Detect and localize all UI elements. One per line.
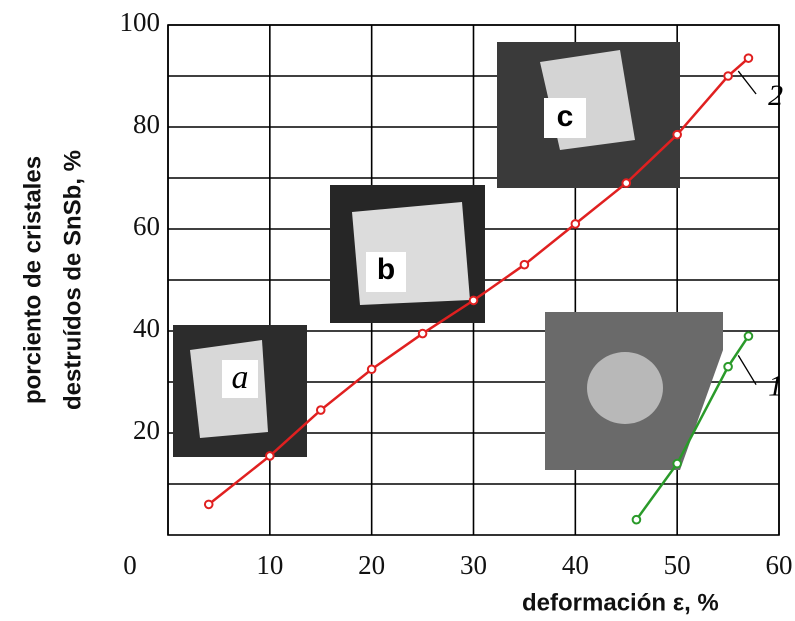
data-point	[724, 363, 732, 371]
data-point	[673, 460, 681, 468]
curve-label: 2	[768, 79, 783, 112]
photo-c	[497, 42, 680, 188]
data-point	[470, 297, 478, 305]
x-tick-label: 10	[256, 550, 283, 580]
photo-label: a	[232, 359, 249, 396]
y-tick-label: 20	[133, 415, 160, 445]
y-axis-label: destruídos de SnSb, %	[59, 150, 86, 410]
photo-label: b	[377, 253, 395, 286]
y-tick-label: 80	[133, 109, 160, 139]
data-point	[572, 220, 580, 228]
y-tick-label: 60	[133, 211, 160, 241]
data-point	[745, 332, 753, 340]
data-point	[317, 406, 325, 414]
data-point	[673, 131, 681, 139]
x-tick-label: 50	[664, 550, 691, 580]
data-point	[419, 330, 427, 338]
x-tick-label: 20	[358, 550, 385, 580]
y-tick-label: 100	[120, 7, 161, 37]
photo-b	[330, 185, 485, 323]
x-axis-label: deformación ε, %	[522, 589, 719, 616]
y-tick-label: 40	[133, 313, 160, 343]
x-tick-label: 0	[123, 550, 137, 580]
x-tick-label: 40	[562, 550, 589, 580]
x-tick-label: 30	[460, 550, 487, 580]
x-tick-label: 60	[766, 550, 793, 580]
data-point	[724, 72, 732, 80]
data-point	[205, 501, 213, 509]
data-point	[633, 516, 641, 524]
data-point	[622, 179, 630, 187]
chart: deformación ε, % porciento de cristales …	[0, 0, 795, 621]
data-point	[521, 261, 529, 269]
data-point	[745, 54, 753, 62]
data-point	[368, 365, 376, 373]
y-axis-label: porciento de cristales	[19, 156, 46, 404]
curve-label: 1	[768, 370, 783, 403]
photo-label: c	[557, 100, 574, 133]
data-point	[266, 452, 274, 460]
